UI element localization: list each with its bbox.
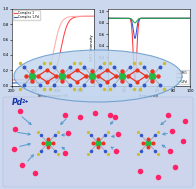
Legend: Complex 1, Complex 1-Pd: Complex 1, Complex 1-Pd: [13, 10, 40, 20]
FancyBboxPatch shape: [3, 97, 193, 187]
Text: Pd: Pd: [12, 98, 23, 107]
X-axis label: Frequency: Frequency: [139, 94, 159, 98]
Y-axis label: Dielectric Constant: Dielectric Constant: [0, 29, 1, 66]
Legend: SHG, 1, 1-Pd: SHG, 1, 1-Pd: [176, 70, 189, 84]
Ellipse shape: [14, 50, 182, 102]
X-axis label: Temperature (K): Temperature (K): [37, 94, 69, 98]
Text: 2+: 2+: [22, 99, 30, 104]
Y-axis label: SHG Intensity: SHG Intensity: [90, 34, 94, 60]
